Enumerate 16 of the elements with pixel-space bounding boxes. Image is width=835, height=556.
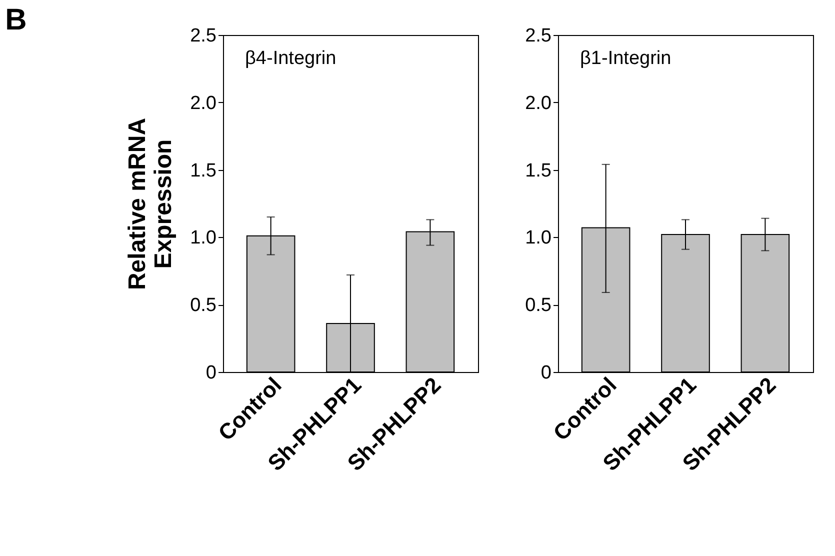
y-axis-title: Relative mRNA Expression (124, 118, 178, 290)
text: β1-Integrin (580, 48, 672, 69)
y-tick-label: 1.0 (525, 228, 552, 249)
y-tick-label: 2.5 (525, 26, 552, 46)
y-tick-label: 1.5 (190, 160, 216, 182)
text: B (5, 4, 27, 36)
y-tick-label: 1.5 (525, 160, 552, 182)
y-tick-label: 2.5 (190, 26, 216, 46)
y-tick-label: 0 (540, 362, 552, 384)
y-tick-label: 2.0 (525, 92, 552, 114)
text: β4-Integrin (245, 48, 336, 69)
y-tick-label: 0 (206, 362, 216, 384)
y-tick-label: 2.0 (190, 92, 216, 114)
y-tick-label: 0.5 (190, 295, 216, 316)
y-tick-label: 1.0 (190, 228, 216, 249)
y-tick-label: 0.5 (525, 295, 552, 316)
